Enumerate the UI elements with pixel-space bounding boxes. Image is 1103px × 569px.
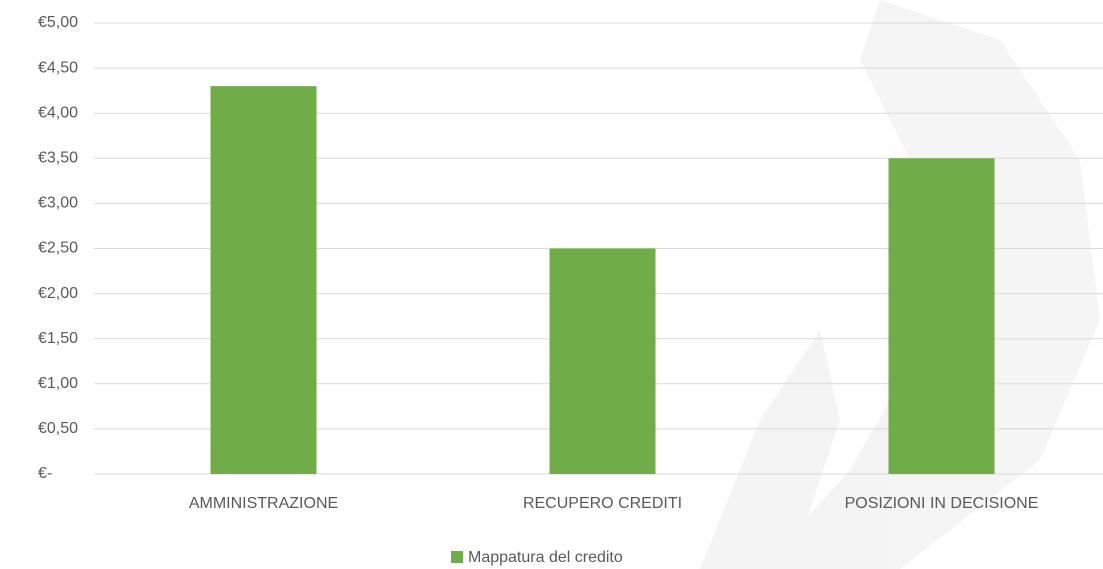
y-tick-label: €5,00	[38, 14, 78, 31]
chart: €- €0,50 €1,00 €1,50 €2,00 €2,50 €3,00 €3,50 €4,…	[0, 0, 1103, 569]
bar	[211, 86, 317, 474]
y-tick-label: €4,50	[38, 59, 78, 76]
y-tick-label: €2,00	[38, 285, 78, 302]
bar	[889, 158, 995, 474]
x-tick-label: POSIZIONI IN DECISIONE	[845, 495, 1039, 512]
x-tick-label: AMMINISTRAZIONE	[189, 495, 338, 512]
y-tick-label: €2,50	[38, 240, 78, 257]
x-tick-label: RECUPERO CREDITI	[523, 495, 682, 512]
bar	[550, 249, 656, 475]
y-tick-label: €4,00	[38, 104, 78, 121]
legend-label: Mappatura del credito	[468, 549, 623, 566]
y-tick-label: €3,00	[38, 195, 78, 212]
page: €- €0,50 €1,00 €1,50 €2,00 €2,50 €3,00 €3,50 €4,…	[0, 0, 1103, 569]
y-tick-label: €0,50	[38, 420, 78, 437]
y-tick-label: €1,50	[38, 330, 78, 347]
y-tick-label: €1,00	[38, 375, 78, 392]
y-tick-label: €-	[38, 465, 52, 482]
legend-swatch	[451, 551, 463, 563]
y-tick-label: €3,50	[38, 150, 78, 167]
